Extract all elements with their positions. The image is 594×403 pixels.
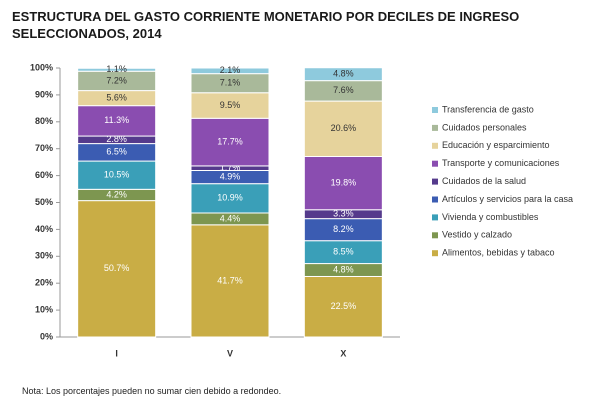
value-label: 4.4% (220, 213, 241, 223)
value-label: 1.7% (220, 163, 241, 173)
bar-segment (303, 100, 383, 158)
value-label: 7.2% (106, 75, 127, 85)
chart-title: ESTRUCTURA DEL GASTO CORRIENTE MONETARIO… (12, 9, 520, 41)
x-tick-label: V (227, 348, 233, 358)
value-label: 3.3% (333, 209, 354, 219)
bar-segment (77, 67, 157, 72)
legend-swatch (432, 232, 438, 239)
value-label: 8.5% (333, 247, 354, 257)
y-tick-label: 60% (35, 170, 53, 180)
legend-swatch (432, 178, 438, 185)
legend-label: Cuidados personales (442, 122, 527, 132)
y-tick-label: 90% (35, 89, 53, 99)
legend-swatch (432, 250, 438, 257)
value-label: 11.3% (104, 115, 129, 125)
value-label: 22.5% (331, 301, 357, 311)
value-label: 7.6% (333, 85, 354, 95)
value-label: 10.5% (104, 170, 130, 180)
legend-label: Vestido y calzado (442, 230, 512, 240)
y-tick-label: 20% (35, 278, 53, 288)
legend-swatch (432, 142, 438, 149)
y-tick-label: 50% (35, 197, 53, 207)
legend-label: Transporte y comunicaciones (442, 158, 560, 168)
x-tick-label: X (340, 348, 346, 358)
value-label: 1.1% (106, 64, 127, 74)
value-label: 4.8% (333, 69, 354, 79)
legend-label: Transferencia de gasto (442, 104, 534, 114)
legend-label: Alimentos, bebidas y tabaco (442, 248, 555, 258)
value-label: 4.2% (106, 189, 127, 199)
y-tick-label: 30% (35, 251, 53, 261)
bar-segment (77, 200, 157, 338)
chart-note: Nota: Los porcentajes pueden no sumar ci… (22, 386, 282, 396)
y-tick-label: 100% (30, 62, 53, 72)
legend-label: Educación y esparcimiento (442, 140, 550, 150)
value-label: 7.1% (220, 78, 241, 88)
bar-segment (190, 117, 270, 167)
y-tick-label: 0% (40, 331, 53, 341)
bar-segment (190, 92, 270, 119)
value-label: 41.7% (217, 275, 243, 285)
y-tick-label: 70% (35, 143, 53, 153)
value-label: 4.9% (220, 171, 241, 181)
value-label: 2.1% (220, 65, 241, 75)
legend-label: Vivienda y combustibles (442, 212, 539, 222)
legend-swatch (432, 196, 438, 203)
value-label: 50.7% (104, 263, 130, 273)
legend-label: Cuidados de la salud (442, 176, 526, 186)
bar-segment (77, 105, 157, 137)
bar-segment (303, 156, 383, 211)
bar-segment (190, 224, 270, 338)
value-label: 20.6% (331, 123, 357, 133)
bar-segment (190, 183, 270, 214)
x-tick-label: I (115, 348, 118, 358)
value-label: 4.8% (333, 264, 354, 274)
value-label: 19.8% (331, 178, 357, 188)
bar-segment (303, 275, 383, 338)
value-label: 6.5% (106, 147, 127, 157)
legend-label: Artículos y servicios para la casa (442, 194, 573, 204)
value-label: 9.5% (220, 100, 241, 110)
value-label: 8.2% (333, 224, 354, 234)
value-label: 5.6% (106, 93, 127, 103)
legend-swatch (432, 107, 438, 113)
value-label: 17.7% (217, 136, 243, 146)
legend-swatch (432, 214, 438, 221)
bar-segment (190, 67, 270, 75)
y-tick-label: 40% (35, 224, 53, 234)
value-label: 2.8% (106, 134, 127, 144)
legend-swatch (432, 160, 438, 167)
y-tick-label: 80% (35, 116, 53, 126)
y-tick-label: 10% (35, 304, 53, 314)
bar-segment (303, 67, 383, 82)
value-label: 10.9% (217, 193, 243, 203)
legend-swatch (432, 124, 438, 131)
